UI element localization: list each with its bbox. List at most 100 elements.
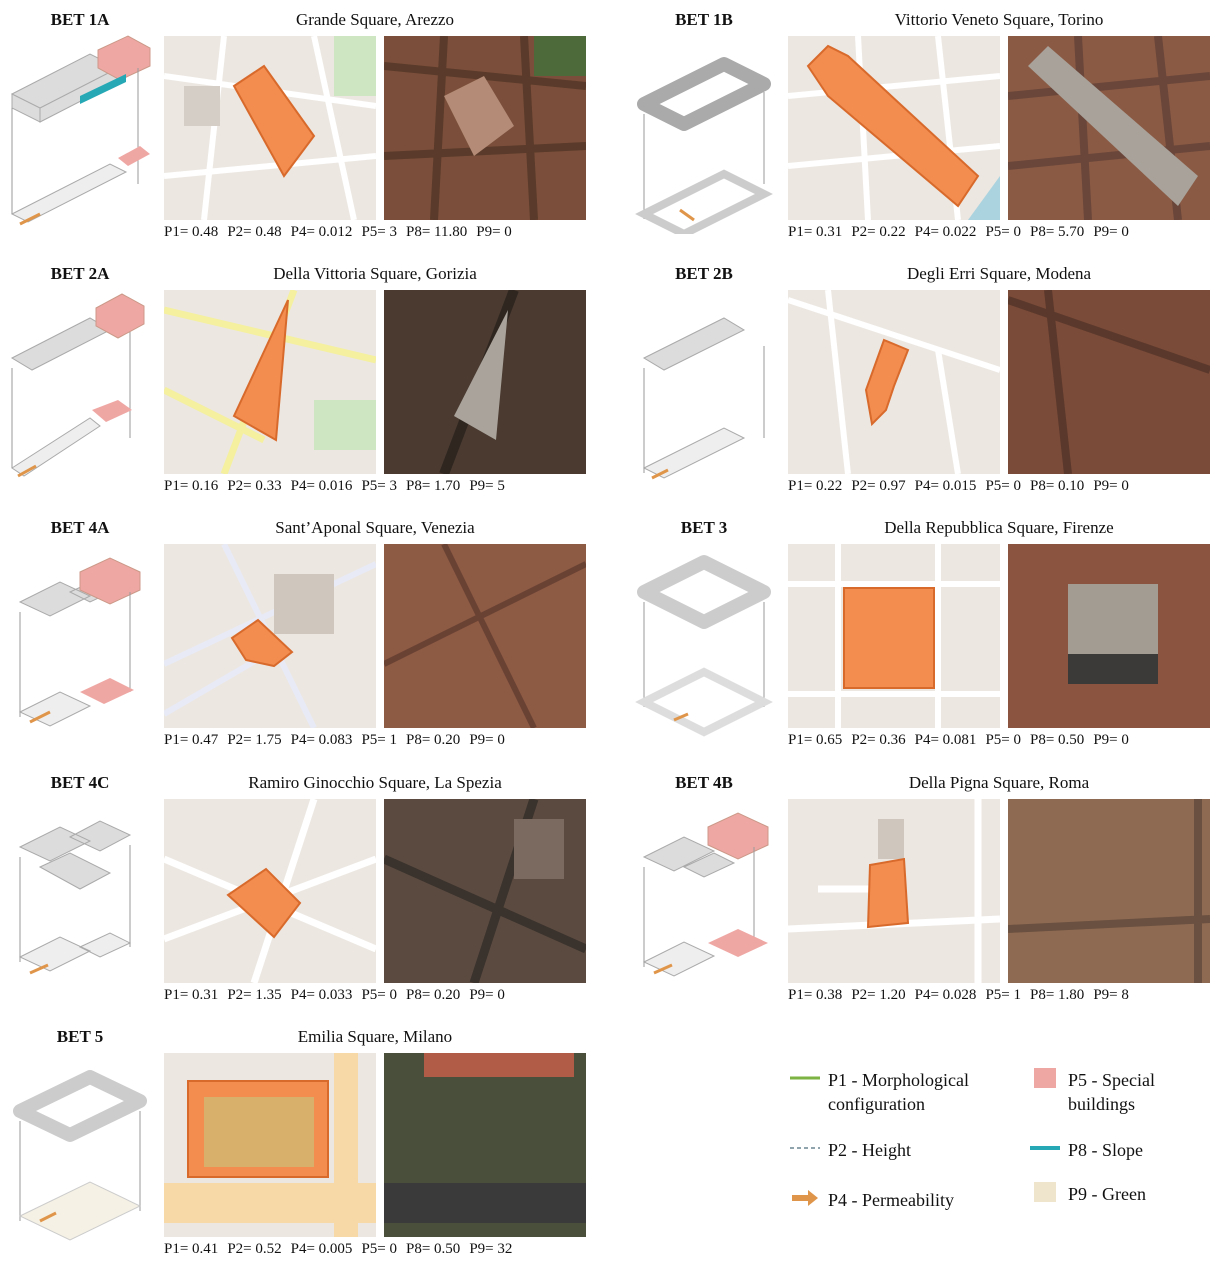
param-p9: P9= 8 — [1093, 987, 1129, 1003]
square-highlight — [230, 618, 294, 668]
legend-label: P4 - Permeability — [828, 1190, 954, 1210]
param-p8: P8= 1.80 — [1030, 987, 1085, 1003]
square-highlight — [226, 867, 302, 939]
square-title: Sant’Aponal Square, Venezia — [275, 518, 475, 537]
legend-item-p1: P1 - Morphological configuration — [790, 1068, 998, 1116]
param-p8: P8= 5.70 — [1030, 224, 1085, 240]
param-p2: P2= 0.48 — [227, 224, 282, 240]
isometric-diagram — [18, 820, 132, 975]
parameter-values: P1= 0.38 P2= 1.20 P4= 0.028 P5= 1 P8= 1.80 P9… — [788, 987, 1217, 1004]
param-p5: P5= 3 — [361, 224, 397, 240]
street-map — [788, 544, 1000, 728]
param-p9: P9= 0 — [1093, 732, 1129, 748]
param-p4: P4= 0.083 — [290, 732, 353, 748]
param-p2: P2= 0.97 — [851, 478, 906, 494]
param-p2: P2= 1.35 — [227, 987, 282, 1003]
param-p9: P9= 32 — [469, 1241, 513, 1257]
param-p2: P2= 1.75 — [227, 732, 282, 748]
panel-bet-4c: BET 4C Ramiro Ginocchio Square, La Spezi… — [0, 771, 600, 1016]
param-p8: P8= 0.50 — [406, 1241, 461, 1257]
satellite-image — [384, 799, 586, 983]
param-p5: P5= 0 — [985, 224, 1021, 240]
typology-code: BET 1B — [675, 10, 733, 29]
param-p4: P4= 0.012 — [290, 224, 353, 240]
square-highlight — [232, 64, 316, 178]
square-title: Ramiro Ginocchio Square, La Spezia — [248, 773, 502, 792]
param-p2: P2= 0.33 — [227, 478, 282, 494]
param-p1: P1= 0.31 — [788, 224, 843, 240]
typology-code: BET 4B — [675, 773, 733, 792]
legend-item-p2: P2 - Height — [790, 1138, 911, 1162]
fill-swatch-icon — [1034, 1182, 1056, 1202]
param-p1: P1= 0.48 — [164, 224, 219, 240]
param-p4: P4= 0.081 — [914, 732, 977, 748]
legend: P1 - Morphological configuration P2 - He… — [790, 1062, 1210, 1242]
param-p9: P9= 0 — [476, 224, 512, 240]
param-p1: P1= 0.65 — [788, 732, 843, 748]
parameter-values: P1= 0.48 P2= 0.48 P4= 0.012 P5= 3 P8= 11.80 P… — [164, 224, 594, 241]
legend-label: P2 - Height — [828, 1140, 911, 1160]
satellite-image — [384, 1053, 586, 1237]
satellite-image — [1008, 290, 1210, 474]
street-map — [788, 799, 1000, 983]
isometric-diagram — [10, 35, 151, 226]
street-map — [164, 290, 376, 474]
dashed-line-swatch-icon — [790, 1147, 820, 1149]
param-p8: P8= 0.50 — [1030, 732, 1085, 748]
panel-bet-1b: BET 1B Vittorio Veneto Square, Torino P1… — [624, 8, 1217, 253]
square-highlight — [806, 44, 980, 208]
panel-bet-1a: BET 1A Grande Square, Arezzo P1= 0.48 P2=… — [0, 8, 600, 253]
param-p9: P9= 0 — [469, 732, 505, 748]
square-highlight — [866, 857, 910, 929]
panel-bet-2a: BET 2A Della Vittoria Square, Gorizia P1… — [0, 262, 600, 507]
param-p4: P4= 0.028 — [914, 987, 977, 1003]
square-title: Grande Square, Arezzo — [295, 10, 455, 29]
param-p5: P5= 1 — [361, 732, 397, 748]
panel-bet-4a: BET 4A Sant’Aponal Square, Venezia P1= 0… — [0, 516, 600, 761]
param-p5: P5= 3 — [361, 478, 397, 494]
satellite-image — [384, 290, 586, 474]
typology-code: BET 1A — [50, 10, 110, 29]
square-highlight — [843, 587, 935, 689]
satellite-image — [1008, 544, 1210, 728]
param-p9: P9= 0 — [1093, 478, 1129, 494]
isometric-diagram — [18, 557, 141, 727]
param-p4: P4= 0.022 — [914, 224, 977, 240]
line-swatch-icon — [1030, 1146, 1060, 1150]
param-p1: P1= 0.41 — [164, 1241, 219, 1257]
param-p4: P4= 0.015 — [914, 478, 977, 494]
param-p9: P9= 0 — [469, 987, 505, 1003]
legend-label: P1 - Morphological configuration — [828, 1070, 969, 1114]
param-p4: P4= 0.016 — [290, 478, 353, 494]
isometric-diagram — [635, 555, 773, 737]
param-p5: P5= 0 — [361, 987, 397, 1003]
param-p4: P4= 0.005 — [290, 1241, 353, 1257]
param-p8: P8= 0.20 — [406, 987, 461, 1003]
param-p8: P8= 0.20 — [406, 732, 461, 748]
street-map — [788, 290, 1000, 474]
legend-item-p5: P5 - Special buildings — [1030, 1068, 1198, 1116]
isometric-diagram — [635, 57, 773, 234]
street-map — [164, 544, 376, 728]
legend-label: P8 - Slope — [1068, 1140, 1144, 1160]
param-p8: P8= 1.70 — [406, 478, 461, 494]
satellite-image — [1008, 799, 1210, 983]
param-p2: P2= 1.20 — [851, 987, 906, 1003]
param-p1: P1= 0.38 — [788, 987, 843, 1003]
satellite-image — [1008, 36, 1210, 220]
panel-bet-3: BET 3 Della Repubblica Square, Firenze P… — [624, 516, 1217, 761]
typology-code: BET 2A — [50, 264, 110, 283]
typology-code: BET 3 — [680, 518, 728, 537]
typology-code: BET 2B — [675, 264, 733, 283]
param-p5: P5= 0 — [985, 732, 1021, 748]
isometric-diagram — [10, 293, 145, 478]
param-p1: P1= 0.31 — [164, 987, 219, 1003]
param-p5: P5= 1 — [985, 987, 1021, 1003]
param-p1: P1= 0.16 — [164, 478, 219, 494]
typology-code: BET 4C — [50, 773, 110, 792]
legend-item-p8: P8 - Slope — [1030, 1138, 1143, 1162]
parameter-values: P1= 0.16 P2= 0.33 P4= 0.016 P5= 3 P8= 1.70 P9… — [164, 478, 594, 495]
param-p9: P9= 5 — [469, 478, 505, 494]
legend-label: P5 - Special buildings — [1068, 1070, 1155, 1114]
param-p2: P2= 0.52 — [227, 1241, 282, 1257]
